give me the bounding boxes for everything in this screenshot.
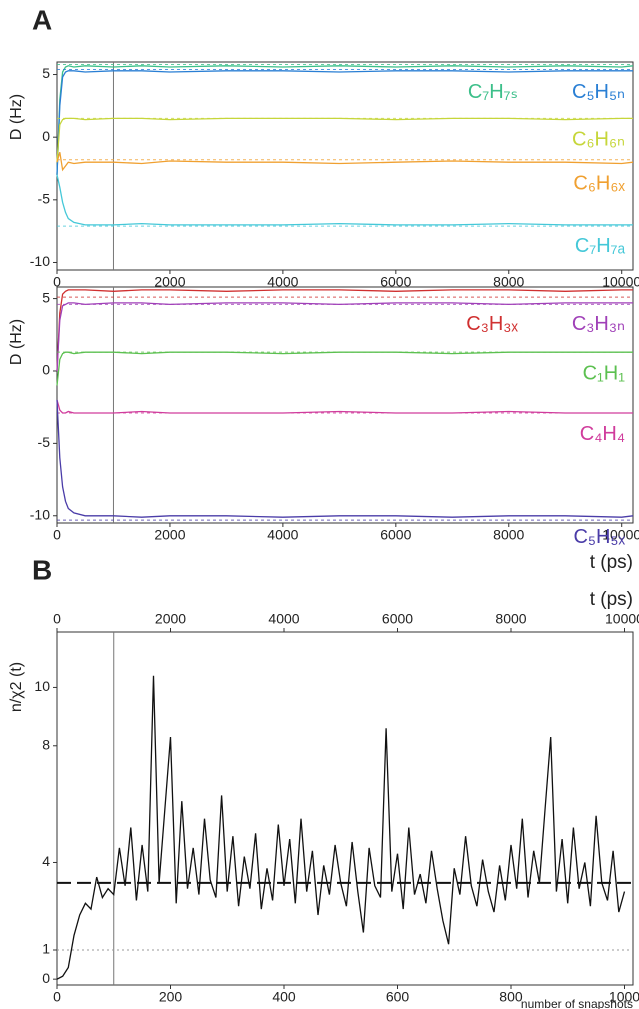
x-tick-label: 2000 xyxy=(154,274,185,290)
x-tick-label: 0 xyxy=(53,989,61,1005)
plot-frame xyxy=(56,286,634,524)
series-label: C₄H₄ xyxy=(580,423,625,445)
y-tick-label: -5 xyxy=(38,434,51,450)
x-tick-label: 2000 xyxy=(154,527,185,543)
y-tick-label: 1 xyxy=(42,941,50,957)
y-axis-label: n/χ2 (t) xyxy=(8,662,25,712)
x-tick-label: 0 xyxy=(53,274,61,290)
x-tick-label: 4000 xyxy=(267,527,298,543)
x-tick-label: 10000 xyxy=(602,527,639,543)
x-tick-label: 6000 xyxy=(380,527,411,543)
y-tick-label: 0 xyxy=(42,970,50,986)
x-tick-label: 6000 xyxy=(380,274,411,290)
x-tick-label: 8000 xyxy=(493,527,524,543)
series-label: C₇H₇ₛ xyxy=(468,81,518,103)
y-tick-label: 4 xyxy=(42,853,50,869)
x-tick-label: 200 xyxy=(159,989,183,1005)
series-line xyxy=(56,70,633,175)
series-line xyxy=(56,174,633,226)
y-tick-label: 5 xyxy=(42,65,50,81)
series-label: C₃H₃ₙ xyxy=(572,313,625,335)
x-tick-label: 8000 xyxy=(493,274,524,290)
plot-frame xyxy=(56,61,634,271)
x2-tick-label: 8000 xyxy=(495,611,526,627)
x-tick-label: 400 xyxy=(272,989,296,1005)
plot-frame xyxy=(56,631,634,986)
y-tick-label: -10 xyxy=(30,253,50,269)
y-axis-label: D (Hz) xyxy=(8,94,25,140)
y-tick-label: 0 xyxy=(42,128,50,144)
x2-tick-label: 4000 xyxy=(268,611,299,627)
series-label: C₆H₆ₙ xyxy=(572,129,625,151)
series-line xyxy=(56,289,633,372)
series-line xyxy=(56,65,634,175)
series-label: C₆H₆ₓ xyxy=(573,173,625,195)
series-label: C₃H₃ₓ xyxy=(466,313,518,335)
x-tick-label: 0 xyxy=(53,527,61,543)
y-tick-label: 0 xyxy=(42,362,50,378)
x-axis-label: t (ps) xyxy=(590,552,633,573)
series-line xyxy=(56,152,634,172)
x2-axis-label: t (ps) xyxy=(590,589,633,610)
series-line xyxy=(56,399,633,414)
x-tick-label: 600 xyxy=(386,989,410,1005)
series-line xyxy=(56,351,633,386)
series-line xyxy=(56,117,633,163)
series-label: C₅H₅ₙ xyxy=(572,81,625,103)
y-tick-label: -10 xyxy=(30,506,50,522)
x2-tick-label: 0 xyxy=(53,611,61,627)
x2-tick-label: 10000 xyxy=(605,611,639,627)
series-label: C₇H₇ₐ xyxy=(575,235,626,257)
y-tick-label: 5 xyxy=(42,289,50,305)
x-axis-label: number of snapshots xyxy=(521,997,633,1009)
x-tick-label: 10000 xyxy=(602,274,639,290)
panel-label: A xyxy=(32,4,52,35)
series-label: C₁H₁ xyxy=(583,362,626,384)
x2-tick-label: 6000 xyxy=(382,611,413,627)
y-tick-label: 10 xyxy=(34,678,50,694)
x-tick-label: 1000 xyxy=(609,989,639,1005)
series-line xyxy=(56,399,634,518)
x-tick-label: 800 xyxy=(499,989,523,1005)
panel-label: B xyxy=(32,554,52,585)
x2-tick-label: 2000 xyxy=(155,611,186,627)
y-tick-label: 8 xyxy=(42,736,50,752)
y-axis-label: D (Hz) xyxy=(8,319,25,365)
series-line xyxy=(56,302,633,372)
series-label: C₅H₅ₓ xyxy=(573,526,625,548)
x-tick-label: 4000 xyxy=(267,274,298,290)
series-line xyxy=(56,675,626,980)
y-tick-label: -5 xyxy=(38,191,51,207)
